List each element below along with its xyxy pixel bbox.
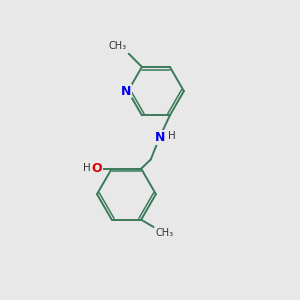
Text: N: N [121,85,132,98]
Text: H: H [83,163,91,173]
Text: N: N [154,131,165,144]
Text: H: H [168,131,176,141]
Text: CH₃: CH₃ [108,41,126,51]
Text: CH₃: CH₃ [156,229,174,238]
Text: O: O [92,162,102,175]
